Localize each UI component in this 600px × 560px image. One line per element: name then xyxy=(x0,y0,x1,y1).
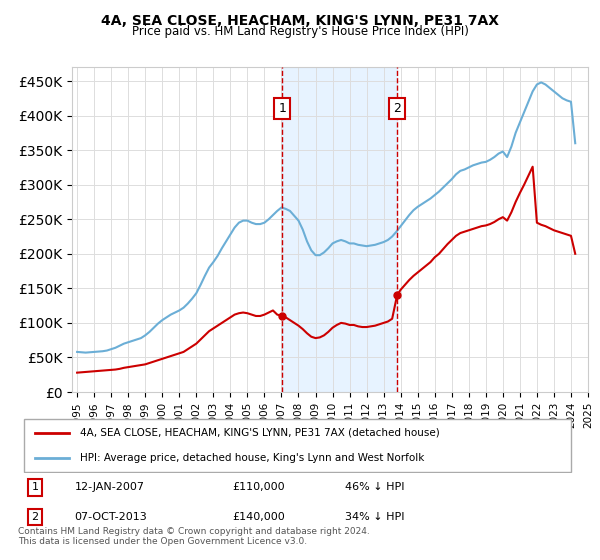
Text: 4A, SEA CLOSE, HEACHAM, KING'S LYNN, PE31 7AX: 4A, SEA CLOSE, HEACHAM, KING'S LYNN, PE3… xyxy=(101,14,499,28)
Text: 07-OCT-2013: 07-OCT-2013 xyxy=(74,512,147,522)
Text: HPI: Average price, detached house, King's Lynn and West Norfolk: HPI: Average price, detached house, King… xyxy=(80,452,424,463)
Text: 1: 1 xyxy=(31,482,38,492)
Text: 2: 2 xyxy=(31,512,38,522)
Text: Contains HM Land Registry data © Crown copyright and database right 2024.
This d: Contains HM Land Registry data © Crown c… xyxy=(18,526,370,546)
Text: 12-JAN-2007: 12-JAN-2007 xyxy=(74,482,145,492)
Text: 46% ↓ HPI: 46% ↓ HPI xyxy=(345,482,404,492)
Text: 2: 2 xyxy=(393,102,401,115)
Text: £140,000: £140,000 xyxy=(232,512,285,522)
Text: Price paid vs. HM Land Registry's House Price Index (HPI): Price paid vs. HM Land Registry's House … xyxy=(131,25,469,38)
Text: 34% ↓ HPI: 34% ↓ HPI xyxy=(345,512,404,522)
Text: 4A, SEA CLOSE, HEACHAM, KING'S LYNN, PE31 7AX (detached house): 4A, SEA CLOSE, HEACHAM, KING'S LYNN, PE3… xyxy=(80,428,440,438)
FancyBboxPatch shape xyxy=(23,419,571,472)
Text: £110,000: £110,000 xyxy=(232,482,285,492)
Bar xyxy=(282,67,397,392)
Text: 1: 1 xyxy=(278,102,286,115)
